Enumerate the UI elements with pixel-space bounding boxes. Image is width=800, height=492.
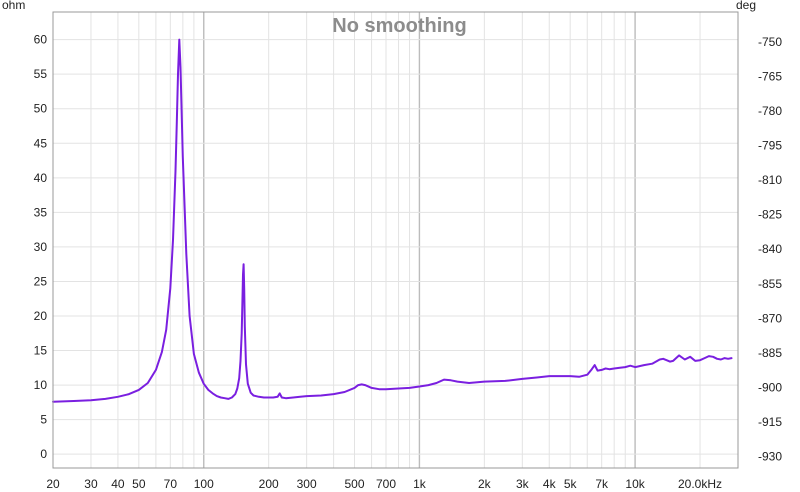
left-axis-unit: ohm — [2, 0, 25, 12]
right-tick-label: -825 — [758, 208, 782, 222]
right-tick-label: -795 — [758, 139, 782, 153]
left-tick-label: 50 — [34, 102, 48, 116]
left-tick-label: 20 — [34, 309, 48, 323]
x-tick-label: 40 — [111, 477, 125, 491]
x-axis-ticks: 20 30 40 50 70 100 200 300 500 700 1k 2k 3k 4k 5k 7k 10k… — [46, 477, 722, 491]
x-tick-label: 2k — [478, 477, 492, 491]
left-tick-label: 10 — [34, 378, 48, 392]
x-tick-label: 700 — [376, 477, 396, 491]
left-tick-label: 15 — [34, 344, 48, 358]
left-axis-ticks: 0 5 10 15 20 25 30 35 40 45 50 55 60 — [34, 33, 48, 462]
impedance-series-line — [52, 38, 733, 403]
right-tick-label: -840 — [758, 242, 782, 256]
right-tick-label: -870 — [758, 311, 782, 325]
right-tick-label: -750 — [758, 35, 782, 49]
x-tick-label: 500 — [344, 477, 364, 491]
y-gridlines — [53, 39, 738, 455]
right-tick-label: -930 — [758, 449, 782, 463]
x-tick-label: 10k — [625, 477, 645, 491]
left-tick-label: 55 — [34, 67, 48, 81]
series-group — [52, 38, 733, 403]
right-tick-label: -885 — [758, 346, 782, 360]
x-gridlines — [90, 12, 701, 468]
left-tick-label: 45 — [34, 136, 48, 150]
right-tick-label: -855 — [758, 277, 782, 291]
left-tick-label: 35 — [34, 205, 48, 219]
x-tick-label: 30 — [84, 477, 98, 491]
left-tick-label: 40 — [34, 171, 48, 185]
left-tick-label: 0 — [40, 447, 47, 461]
x-tick-label: 200 — [259, 477, 279, 491]
x-tick-label: 4k — [543, 477, 557, 491]
right-tick-label: -765 — [758, 69, 782, 83]
right-axis-ticks: -930 -915 -900 -885 -870 -855 -840 -825 -810 -795… — [758, 35, 782, 464]
left-tick-label: 30 — [34, 240, 48, 254]
x-tick-label: 100 — [194, 477, 214, 491]
x-tick-label: 5k — [564, 477, 578, 491]
x-tick-label: 3k — [516, 477, 530, 491]
x-tick-label: 7k — [595, 477, 609, 491]
x-tick-label: 70 — [164, 477, 178, 491]
x-tick-label: 20.0kHz — [678, 477, 722, 491]
x-tick-label: 50 — [132, 477, 146, 491]
plot-frame — [52, 11, 739, 469]
right-axis-unit: deg — [736, 0, 756, 12]
left-tick-label: 60 — [34, 33, 48, 47]
right-tick-label: -900 — [758, 380, 782, 394]
right-tick-label: -780 — [758, 104, 782, 118]
x-tick-label: 1k — [413, 477, 427, 491]
right-tick-label: -810 — [758, 173, 782, 187]
x-tick-label: 20 — [46, 477, 60, 491]
right-tick-label: -915 — [758, 415, 782, 429]
left-tick-label: 5 — [40, 413, 47, 427]
left-tick-label: 25 — [34, 274, 48, 288]
chart-title: No smoothing — [332, 15, 466, 37]
x-tick-label: 300 — [297, 477, 317, 491]
